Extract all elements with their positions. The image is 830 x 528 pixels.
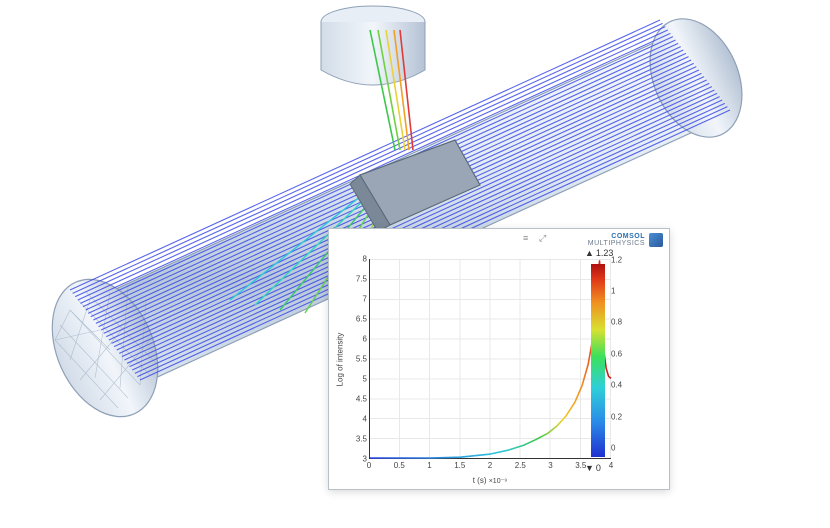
y-tick-labels: 33.544.555.566.577.58 — [351, 259, 367, 459]
brand-logo-icon — [649, 233, 663, 247]
colorbar-gradient — [591, 264, 605, 457]
colorbar-tick: 0.4 — [611, 381, 622, 390]
colorbar-ticks: 00.20.40.60.811.2 — [611, 264, 641, 457]
plot-svg — [370, 259, 611, 458]
y-tick: 5.5 — [356, 355, 367, 364]
chart-menu-icon[interactable]: ≡ — [523, 233, 533, 243]
y-tick: 4 — [363, 415, 367, 424]
brand-line2: MULTIPHYSICS — [588, 240, 645, 247]
y-tick: 7.5 — [356, 275, 367, 284]
y-label-text: Log of intensity — [336, 332, 345, 386]
x-label-text: t (s) — [473, 476, 487, 485]
y-axis-label: Log of intensity — [334, 259, 346, 459]
colorbar-tick: 0.2 — [611, 412, 622, 421]
chart-toolbar: ≡ ⤢ — [523, 233, 549, 243]
y-tick: 4.5 — [356, 395, 367, 404]
x-tick: 3 — [548, 461, 552, 470]
chart-brand: COMSOL MULTIPHYSICS — [588, 233, 663, 248]
intensity-series — [370, 261, 611, 458]
plot-area — [369, 259, 611, 459]
colorbar-tick: 0 — [611, 444, 615, 453]
x-unit-text: ×10⁻⁹ — [489, 478, 508, 485]
colorbar-tick: 1 — [611, 287, 615, 296]
y-tick: 7 — [363, 295, 367, 304]
colorbar: ▲1.23 0 0.2 0.4 0.6 0.8 1 1.2 ▼0 — [585, 248, 655, 473]
x-tick: 1.5 — [454, 461, 465, 470]
x-tick: 2.5 — [515, 461, 526, 470]
y-tick: 3.5 — [356, 435, 367, 444]
colorbar-min: ▼0 — [585, 463, 601, 473]
x-tick: 1 — [427, 461, 431, 470]
y-tick: 6 — [363, 335, 367, 344]
y-tick: 6.5 — [356, 315, 367, 324]
x-tick: 0.5 — [394, 461, 405, 470]
colorbar-tick: 0.8 — [611, 318, 622, 327]
x-tick-labels: 00.511.522.533.54 — [369, 461, 611, 473]
colorbar-tick: 0.6 — [611, 349, 622, 358]
colorbar-max: ▲1.23 — [585, 248, 613, 258]
chart-expand-icon[interactable]: ⤢ — [539, 233, 549, 243]
x-tick: 0 — [367, 461, 371, 470]
y-tick: 8 — [363, 255, 367, 264]
triangle-down-icon: ▼ — [585, 463, 594, 473]
x-axis-label: t (s) ×10⁻⁹ — [369, 476, 611, 485]
y-tick: 5 — [363, 375, 367, 384]
colorbar-tick: 1.2 — [611, 255, 622, 264]
brand-line1: COMSOL — [588, 233, 645, 240]
x-tick: 2 — [488, 461, 492, 470]
y-tick: 3 — [363, 455, 367, 464]
triangle-up-icon: ▲ — [585, 248, 594, 258]
